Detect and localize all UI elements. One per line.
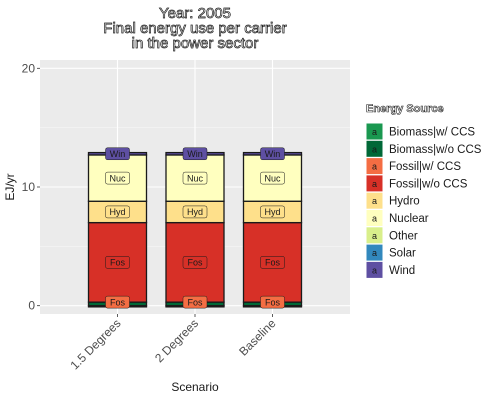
y-tick-label: 20 (22, 61, 36, 75)
bar-label: Nuc (109, 173, 126, 183)
bar-stack: Fos Fos Hyd Nuc Win (165, 147, 225, 309)
legend-item: a Other (365, 226, 418, 245)
legend-item: a Wind (365, 260, 415, 279)
bar-label-box (105, 147, 130, 161)
y-axis-label: EJ/yr (3, 173, 17, 200)
legend-label: Biomass|w/o CCS (389, 144, 482, 156)
legend-key (365, 260, 384, 279)
bar-label: Fos (110, 297, 126, 307)
legend-key-glyph: a (372, 179, 377, 189)
bar-label-box (182, 205, 208, 219)
legend-key-glyph: a (372, 248, 377, 258)
legend-item: a Fossil|w/ CCS (365, 157, 461, 176)
x-axis-label: Scenario (171, 380, 219, 394)
legend-label: Hydro (389, 196, 420, 208)
bar-label: Nuc (264, 173, 281, 183)
bar-stack: Fos Fos Hyd Nuc Win (242, 147, 303, 309)
bar-label: Win (265, 149, 281, 159)
bar-label: Fos (265, 297, 281, 307)
y-tick-label: 10 (22, 180, 36, 194)
chart-title-line: in the power sector (132, 35, 259, 52)
legend-key-glyph: a (372, 144, 377, 154)
legend-label: Nuclear (389, 213, 429, 225)
bar-label: Fos (110, 258, 126, 268)
legend-item: a Biomass|w/o CCS (365, 139, 482, 158)
chart-title-line: Final energy use per carrier (103, 20, 286, 37)
bar-label: Fos (265, 258, 281, 268)
legend-key-glyph: a (372, 265, 377, 275)
bar-label: Win (187, 149, 203, 159)
bar-label-box (182, 171, 208, 185)
x-tick-label: 2 Degrees (152, 316, 201, 365)
legend-label: Wind (389, 265, 415, 277)
legend-key-glyph: a (372, 196, 377, 206)
bar-label: Fos (187, 258, 203, 268)
x-tick-label: 1.5 Degrees (67, 316, 123, 372)
bar-label-box (260, 171, 285, 185)
bar-label: Fos (187, 297, 203, 307)
legend-label: Fossil|w/ CCS (389, 161, 461, 173)
legend-item: a Biomass|w/ CCS (365, 122, 475, 141)
legend-key-glyph: a (372, 162, 377, 172)
legend-label: Biomass|w/ CCS (389, 127, 475, 139)
legend-item: a Solar (365, 243, 416, 262)
bar-label-box (105, 256, 130, 269)
y-tick-label: 0 (28, 299, 35, 313)
legend-item: a Hydro (365, 191, 420, 210)
legend-label: Fossil|w/o CCS (389, 178, 468, 190)
chart-title-line: Year: 2005 (159, 5, 231, 22)
bar-label-box (182, 295, 208, 309)
bar-label-box (260, 205, 285, 219)
x-axis: 1.5 Degrees 2 Degrees Baseline (67, 314, 279, 372)
bar-label: Nuc (187, 173, 204, 183)
bar-label-box (182, 147, 208, 161)
legend-item: a Fossil|w/o CCS (365, 174, 468, 193)
y-axis: 0 10 20 (22, 61, 40, 313)
x-tick-label: Baseline (236, 316, 279, 359)
bar-label-box (105, 171, 130, 185)
legend-key-glyph: a (372, 214, 377, 224)
bar-label-box (105, 295, 130, 309)
bar-label: Hyd (109, 207, 125, 217)
legend: Energy Source a Biomass|w/ CCS a Biomass|w/o… (365, 103, 482, 279)
legend-title: Energy Source (366, 103, 444, 115)
bar-label-box (260, 256, 285, 269)
bar-label-box (105, 205, 130, 219)
bar-label: Hyd (187, 207, 203, 217)
bar-label-box (182, 256, 208, 269)
legend-key-glyph: a (372, 127, 377, 137)
legend-label: Solar (389, 248, 416, 260)
legend-label: Other (389, 230, 418, 242)
legend-item: a Nuclear (365, 209, 429, 227)
bar-label-box (260, 147, 285, 161)
legend-key-glyph: a (372, 231, 377, 241)
bars: Fos Fos Hyd Nuc Win Fos Fos Hyd Nuc Win Fos Fos Hyd N… (87, 147, 303, 309)
bar-stack: Fos Fos Hyd Nuc Win (87, 147, 148, 309)
bar-label: Hyd (264, 207, 280, 217)
bar-label-box (260, 295, 285, 309)
bar-label: Win (110, 149, 126, 159)
